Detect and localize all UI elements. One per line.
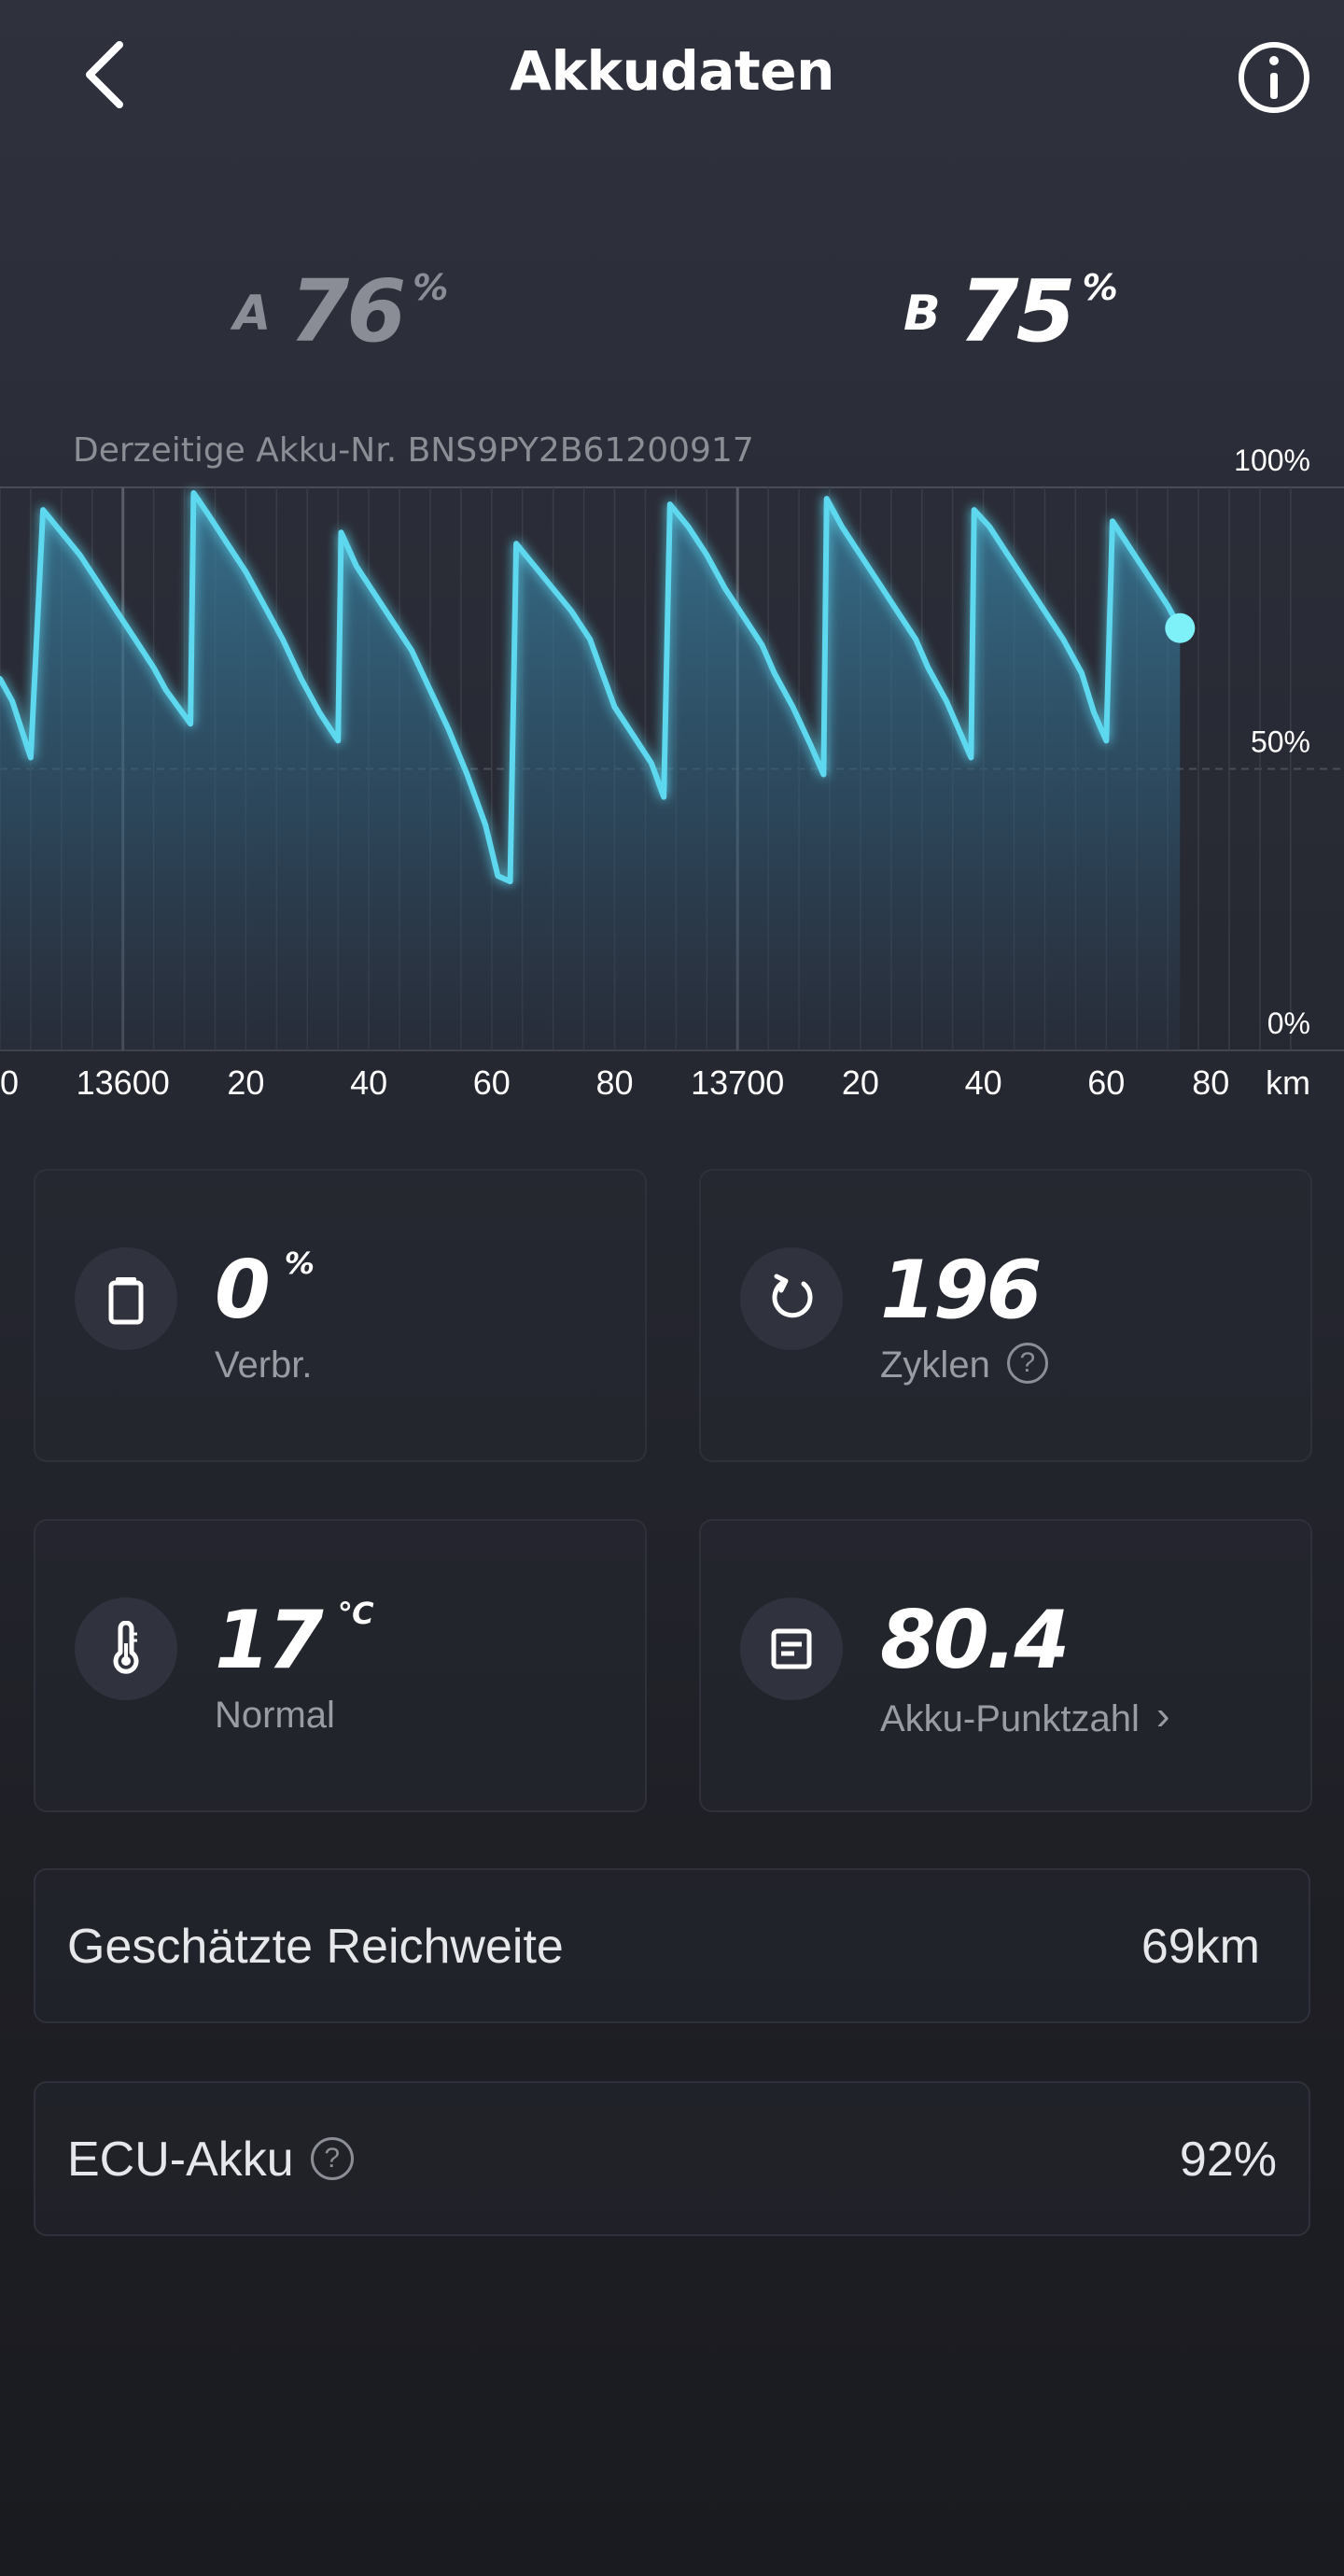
battery-history-chart: 100% 50% 0% 0 13600 20 40 60 80 13700 20 40 60 80 km	[0, 443, 1344, 1102]
header: Akkudaten	[0, 0, 1344, 149]
refresh-icon-circle	[740, 1247, 843, 1350]
battery-score-card[interactable]: 80.4 Akku-Punktzahl ›	[699, 1519, 1312, 1812]
battery-a-tab[interactable]: A 76%	[233, 261, 448, 361]
ecu-battery-value: 92%	[1179, 2133, 1277, 2187]
x-tick-label: 80	[1192, 1063, 1229, 1102]
back-arrow-icon[interactable]	[65, 28, 159, 121]
x-tick-label: 40	[965, 1063, 1002, 1102]
x-tick-label: 60	[1087, 1063, 1125, 1102]
x-tick-label: 60	[473, 1063, 511, 1102]
y-tick-label: 50%	[1251, 725, 1310, 759]
info-icon[interactable]	[1232, 35, 1316, 120]
battery-icon-circle	[75, 1247, 177, 1350]
consumption-value: 0	[215, 1244, 271, 1337]
battery-b-value: 75	[959, 261, 1076, 361]
document-icon-circle	[740, 1598, 843, 1700]
temperature-unit: ℃	[337, 1596, 374, 1631]
battery-b-unit: %	[1082, 267, 1118, 308]
x-tick-label: 20	[842, 1063, 879, 1102]
x-tick-label: 13600	[77, 1063, 170, 1102]
x-tick-label: 40	[350, 1063, 387, 1102]
y-tick-label: 100%	[1234, 443, 1310, 477]
battery-score-value: 80.4	[880, 1594, 1070, 1687]
refresh-icon	[772, 1274, 813, 1318]
x-tick-label: 80	[595, 1063, 633, 1102]
estimated-range-value: 69km	[1141, 1920, 1260, 1974]
temperature-value: 17	[215, 1594, 324, 1687]
thermometer-icon	[113, 1621, 139, 1674]
x-tick-label: 13700	[691, 1063, 784, 1102]
x-axis-unit: km	[1266, 1063, 1310, 1102]
battery-b-label: B	[903, 286, 941, 342]
cycles-help-icon[interactable]: ?	[1006, 1343, 1048, 1385]
ecu-battery-row: ECU-Akku? 92%	[34, 2081, 1310, 2236]
battery-a-label: A	[233, 286, 272, 342]
cycles-label: Zyklen	[880, 1344, 990, 1386]
consumption-label: Verbr.	[215, 1344, 313, 1386]
ecu-battery-label: ECU-Akku	[67, 2133, 294, 2187]
estimated-range-label: Geschätzte Reichweite	[67, 1920, 564, 1974]
battery-serial-number: Derzeitige Akku-Nr. BNS9PY2B61200917	[73, 431, 754, 470]
chart-current-point	[1165, 612, 1196, 643]
battery-a-unit: %	[413, 267, 449, 308]
battery-icon	[108, 1277, 144, 1325]
battery-b-tab[interactable]: B 75%	[903, 261, 1118, 361]
thermometer-icon-circle	[75, 1598, 177, 1700]
chart-area-fill	[0, 493, 1181, 1050]
battery-a-value: 76	[289, 261, 406, 361]
ecu-help-icon[interactable]: ?	[310, 2137, 354, 2181]
consumption-unit: %	[284, 1246, 315, 1281]
y-tick-label: 0%	[1267, 1006, 1310, 1040]
chart-series-line	[0, 490, 1183, 885]
x-tick-label: 20	[227, 1063, 264, 1102]
consumption-card: 0% Verbr.	[34, 1169, 647, 1462]
temperature-card: 17 ℃ Normal	[34, 1519, 647, 1812]
document-icon	[771, 1628, 812, 1669]
cycles-card: 196 Zyklen?	[699, 1169, 1312, 1462]
x-tick-label: 0	[0, 1063, 19, 1102]
temperature-label: Normal	[215, 1695, 335, 1736]
cycles-value: 196	[880, 1244, 1043, 1337]
battery-score-label: Akku-Punktzahl	[880, 1698, 1140, 1739]
estimated-range-row: Geschätzte Reichweite 69km	[34, 1868, 1310, 2023]
page-title: Akkudaten	[510, 39, 834, 103]
chevron-right-icon: ›	[1155, 1693, 1170, 1738]
